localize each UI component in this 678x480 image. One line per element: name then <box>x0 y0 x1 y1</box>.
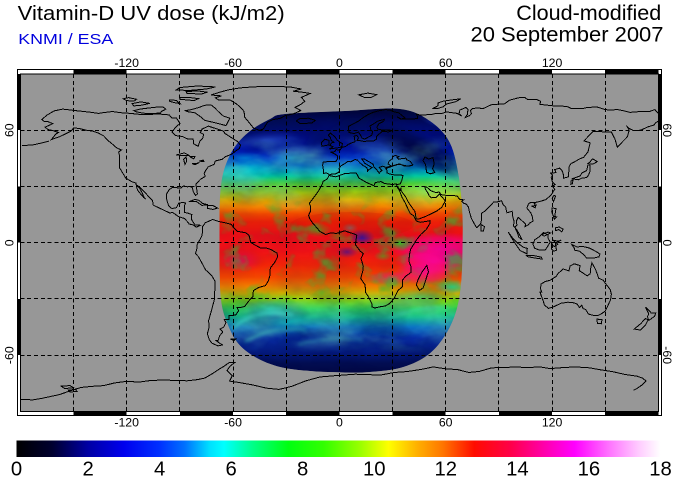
svg-text:6: 6 <box>226 459 237 480</box>
svg-text:2: 2 <box>82 459 93 480</box>
svg-text:0: 0 <box>11 459 22 480</box>
svg-text:KNMI / ESA: KNMI / ESA <box>18 31 114 48</box>
svg-text:12: 12 <box>435 459 458 480</box>
svg-text:60: 60 <box>3 123 17 137</box>
svg-text:-60: -60 <box>660 346 674 364</box>
svg-text:4: 4 <box>154 459 165 480</box>
svg-text:60: 60 <box>660 123 674 137</box>
svg-text:20 September 2007: 20 September 2007 <box>471 24 664 47</box>
svg-text:10: 10 <box>363 459 386 480</box>
svg-text:0: 0 <box>336 56 343 70</box>
svg-text:60: 60 <box>439 416 453 430</box>
svg-text:16: 16 <box>578 459 601 480</box>
svg-text:120: 120 <box>542 56 563 70</box>
svg-text:18: 18 <box>649 459 672 480</box>
svg-text:60: 60 <box>439 56 453 70</box>
svg-text:-120: -120 <box>114 56 139 70</box>
svg-text:-60: -60 <box>224 416 242 430</box>
svg-text:Vitamin-D UV dose (kJ/m2): Vitamin-D UV dose (kJ/m2) <box>18 2 285 25</box>
svg-text:0: 0 <box>3 239 17 246</box>
svg-text:-60: -60 <box>224 56 242 70</box>
svg-text:Cloud-modified: Cloud-modified <box>516 2 661 25</box>
svg-text:120: 120 <box>542 416 563 430</box>
svg-text:0: 0 <box>336 416 343 430</box>
svg-text:-60: -60 <box>3 346 17 364</box>
svg-text:14: 14 <box>506 459 529 480</box>
svg-text:0: 0 <box>660 239 674 246</box>
svg-text:-120: -120 <box>114 416 139 430</box>
svg-text:8: 8 <box>297 459 308 480</box>
